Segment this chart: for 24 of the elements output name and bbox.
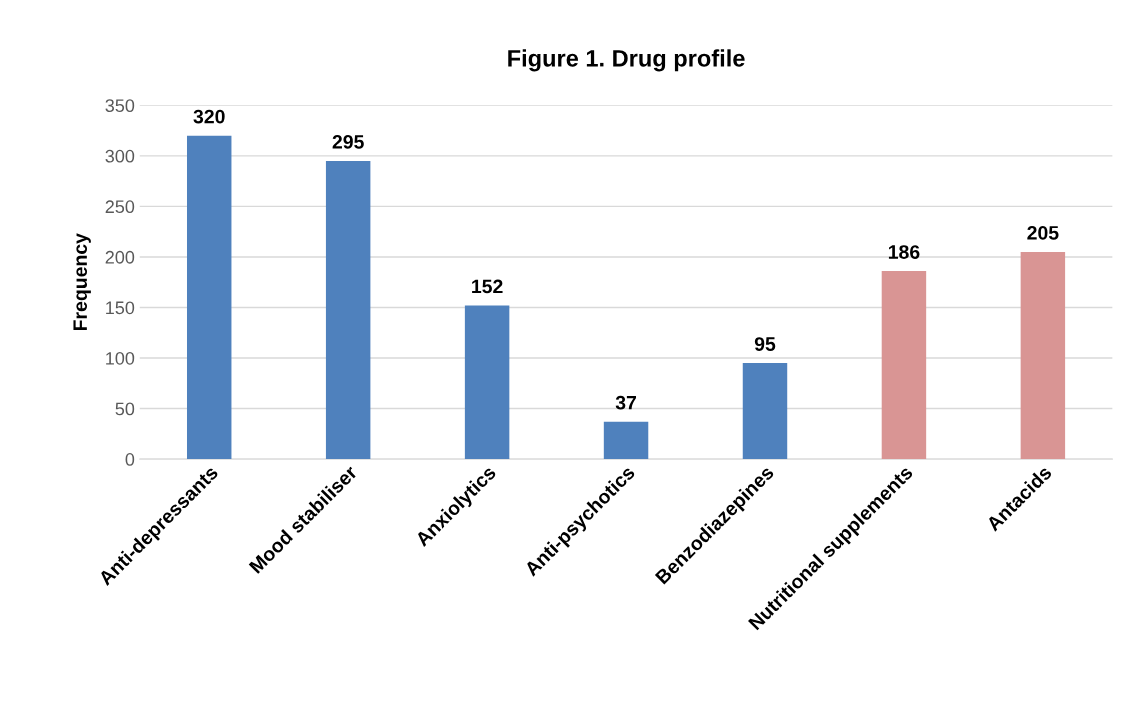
y-tick-label: 300 (105, 149, 135, 163)
y-tick-label: 200 (105, 250, 135, 264)
bar (742, 363, 788, 460)
y-tick-label: 350 (105, 99, 135, 113)
bar (603, 421, 649, 460)
data-label: 186 (888, 245, 920, 259)
y-tick-label: 150 (106, 301, 135, 315)
data-label: 320 (193, 109, 225, 124)
y-tick-label: 50 (115, 402, 135, 416)
data-label: 152 (472, 279, 503, 294)
y-tick-label: 250 (105, 200, 135, 214)
data-label: 37 (615, 395, 637, 410)
bar (186, 135, 232, 460)
data-label: 205 (1027, 225, 1059, 240)
y-axis-title: Frequency (73, 233, 91, 331)
y-tick-label: 0 (125, 453, 135, 466)
bar (464, 305, 510, 460)
bar (325, 160, 371, 460)
y-tick-label: 100 (106, 351, 135, 365)
data-label: 95 (754, 337, 776, 351)
data-label: 295 (332, 134, 364, 149)
bar (1020, 251, 1066, 460)
chart-title: Figure 1. Drug profile (508, 49, 745, 72)
bar (881, 271, 927, 460)
